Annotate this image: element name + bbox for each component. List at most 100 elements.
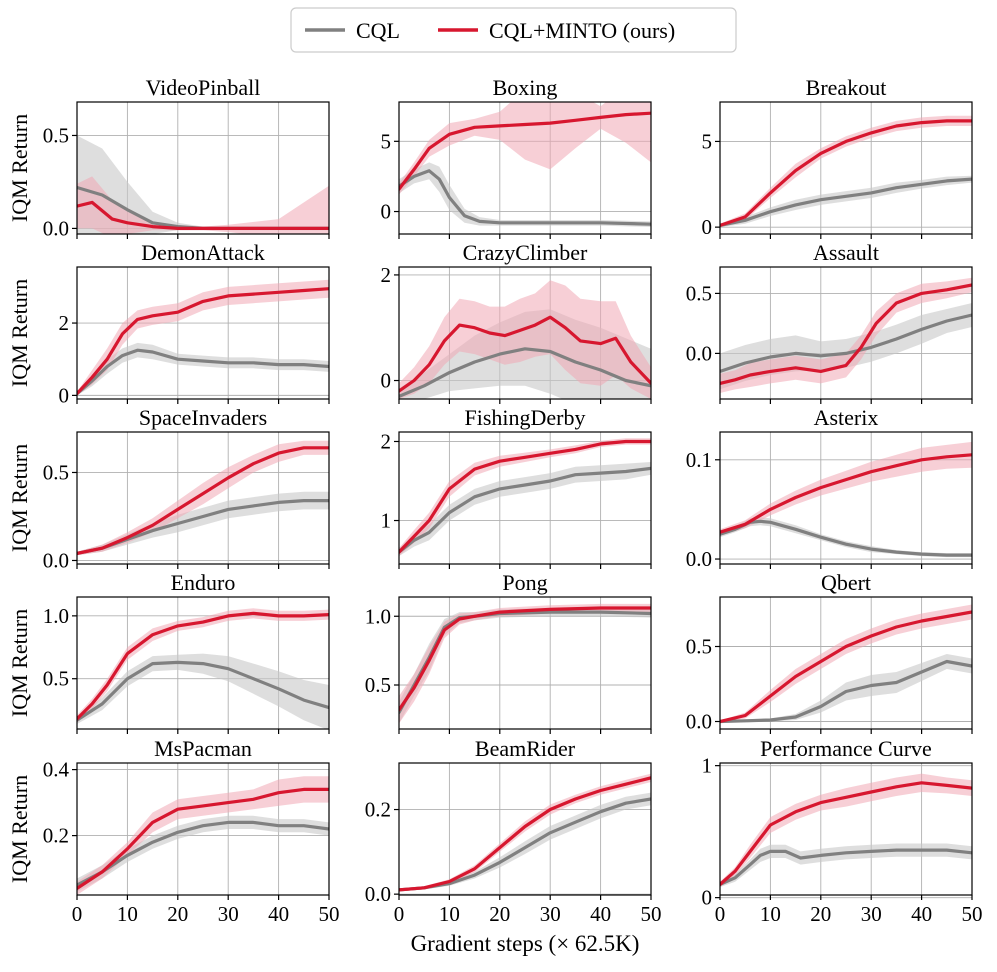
y-tick-label: 0.2 [43,824,69,848]
y-tick-label: 1.0 [43,604,69,628]
x-tick-label: 20 [489,902,510,926]
y-tick-label: 0.5 [686,281,712,305]
panel-title-breakout: Breakout [806,75,887,100]
panel-videopinball: 0.0 0.5 VideoPinball IQM Return [7,75,330,240]
minto-band-assault [720,277,972,393]
plot-frame [76,431,330,565]
legend: CQL CQL+MINTO (ours) [290,7,737,53]
x-tick-label: 10 [760,902,781,926]
minto-band-breakout [720,115,972,228]
minto-band-mspacman [77,776,329,895]
cql-line-qbert [720,659,972,724]
x-tick-label: 0 [715,902,726,926]
plot-frame [719,596,973,730]
cql-band-qbert [720,654,972,723]
y-tick-label: 0 [702,215,713,239]
x-tick-label: 20 [810,902,831,926]
y-tick-label: 0.5 [43,667,69,691]
panel-title-demonattack: DemonAttack [141,240,264,265]
panel-title-crazyclimber: CrazyClimber [463,240,588,265]
minto-band-videopinball [77,176,329,234]
panel-assault: 0.0 0.5 Assault [686,240,973,404]
x-axis-label: Gradient steps (× 62.5K) [411,931,640,956]
y-tick-label: 0.2 [365,798,391,822]
minto-line-demonattack [77,287,329,396]
cql-band-boxing [399,162,651,227]
minto-band-boxing [399,102,651,195]
legend-frame [290,7,737,53]
panel-title-assault: Assault [813,240,879,265]
cql-band-pong [399,608,651,724]
minto-band-beamrider [399,773,651,892]
panel-title-beamrider: BeamRider [475,736,576,761]
panel-breakout: 0 5 Breakout [702,75,973,239]
cql-band-spaceinvaders [77,491,329,556]
minto-band-demonattack [77,279,329,396]
panel-title-asterix: Asterix [814,405,879,430]
x-tick-label: 30 [218,902,239,926]
cql-band-videopinball [77,135,329,234]
minto-line-enduro [77,611,329,721]
panel-title-spaceinvaders: SpaceInvaders [139,405,267,430]
minto-line-crazyclimber [399,315,651,393]
plot-frame [398,431,652,565]
x-tick-label: 20 [167,902,188,926]
y-tick-label: 0.5 [365,673,391,697]
panel-title-performance-curve: Performance Curve [760,736,932,761]
panel-title-fishingderby: FishingDerby [465,405,586,430]
cql-line-assault [720,313,972,373]
cql-line-fishingderby [399,466,651,554]
plot-frame [76,101,330,235]
cql-line-enduro [77,660,329,722]
y-tick-label: 0 [59,383,70,407]
plot-frame [719,101,973,235]
y-tick-label: 2 [59,311,70,335]
panel-demonattack: 0 2 DemonAttack IQM Return [7,240,330,407]
plot-frame [398,762,652,896]
panel-title-enduro: Enduro [171,570,236,595]
y-tick-label: 0.4 [43,758,70,782]
y-tick-label: 0 [702,886,713,910]
y-axis-label: IQM Return [7,775,32,883]
x-tick-label: 50 [319,902,340,926]
cql-line-pong [399,610,651,715]
minto-band-spaceinvaders [77,440,329,556]
minto-line-videopinball [77,200,329,230]
y-tick-label: 0.0 [686,341,712,365]
y-tick-label: 0.5 [43,460,69,484]
y-axis-label: IQM Return [7,609,32,717]
minto-band-pong [399,603,651,724]
panel-title-qbert: Qbert [821,570,871,595]
x-tick-label: 40 [590,902,611,926]
y-tick-label: 0.5 [686,635,712,659]
panel-crazyclimber: 0 2 CrazyClimber [381,240,652,404]
minto-line-mspacman [77,787,329,891]
x-tick-label: 10 [117,902,138,926]
x-tick-label: 0 [72,902,83,926]
y-tick-label: 0 [381,369,392,393]
y-tick-label: 5 [702,129,713,153]
y-tick-label: 0.0 [686,710,712,734]
plot-frame [398,101,652,235]
legend-cql-label: CQL [356,18,400,43]
cql-band-asterix [720,517,972,558]
y-tick-label: 2 [381,429,392,453]
x-tick-label: 50 [962,902,983,926]
y-tick-label: 0.0 [43,548,69,572]
minto-line-boxing [399,111,651,191]
plot-frame [76,762,330,896]
x-tick-label: 50 [641,902,662,926]
cql-line-mspacman [77,820,329,887]
minto-band-qbert [720,604,972,723]
y-axis-label: IQM Return [7,279,32,387]
y-tick-label: 2 [381,263,392,287]
y-tick-label: 0.0 [686,547,712,571]
minto-line-beamrider [399,776,651,892]
cql-line-breakout [720,177,972,227]
panel-title-pong: Pong [502,570,547,595]
minto-line-assault [720,283,972,385]
minto-line-spaceinvaders [77,446,329,556]
y-tick-label: 0.5 [43,123,69,147]
cql-line-crazyclimber [399,347,651,398]
y-tick-label: 5 [381,129,392,153]
